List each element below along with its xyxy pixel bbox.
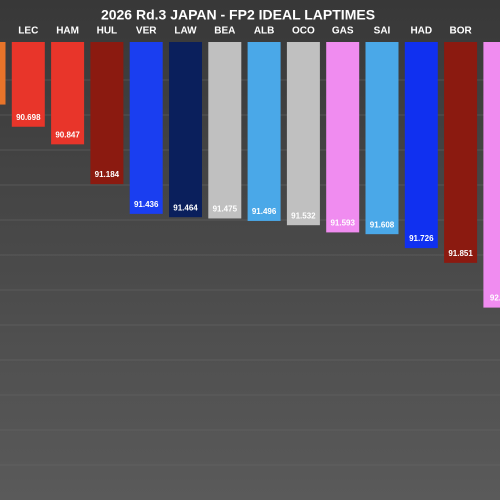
bar bbox=[365, 42, 399, 235]
x-tick-label: VER bbox=[136, 26, 157, 37]
value-label: 91.475 bbox=[213, 205, 238, 214]
bar bbox=[326, 42, 360, 233]
value-label: 91.464 bbox=[173, 203, 198, 212]
bar bbox=[129, 42, 163, 214]
value-label: 91.726 bbox=[409, 234, 434, 243]
bar bbox=[208, 42, 242, 219]
x-tick-label: SAI bbox=[374, 26, 391, 37]
bar bbox=[90, 42, 124, 185]
bar bbox=[169, 42, 202, 218]
value-label: 91.851 bbox=[448, 249, 473, 258]
bar bbox=[0, 42, 6, 105]
bar bbox=[444, 42, 478, 263]
bar bbox=[247, 42, 281, 221]
x-tick-label: LAW bbox=[174, 26, 197, 37]
x-tick-label: HAD bbox=[410, 26, 432, 37]
value-label: 91.532 bbox=[291, 211, 316, 220]
x-tick-label: HUL bbox=[97, 26, 118, 37]
x-tick-label: GAS bbox=[332, 26, 354, 37]
value-label: 92.23 bbox=[490, 294, 500, 303]
x-tick-label: ALB bbox=[254, 26, 275, 37]
bar bbox=[483, 42, 500, 308]
x-tick-label: LEC bbox=[18, 26, 38, 37]
x-tick-label: OCO bbox=[292, 26, 315, 37]
x-tick-label: HAM bbox=[56, 26, 79, 37]
x-tick-label: BOR bbox=[449, 26, 472, 37]
value-label: 91.608 bbox=[370, 220, 395, 229]
bar bbox=[51, 42, 85, 145]
bar bbox=[11, 42, 45, 127]
bar bbox=[404, 42, 438, 249]
value-label: 91.184 bbox=[95, 170, 120, 179]
value-label: 91.436 bbox=[134, 200, 159, 209]
x-tick-label: BEA bbox=[214, 26, 235, 37]
value-label: 91.496 bbox=[252, 207, 277, 216]
chart-title: 2026 Rd.3 JAPAN - FP2 IDEAL LAPTIMES bbox=[101, 7, 375, 23]
value-label: 91.593 bbox=[330, 219, 355, 228]
bar bbox=[286, 42, 320, 226]
value-label: 90.698 bbox=[16, 113, 41, 122]
value-label: 90.847 bbox=[55, 130, 80, 139]
